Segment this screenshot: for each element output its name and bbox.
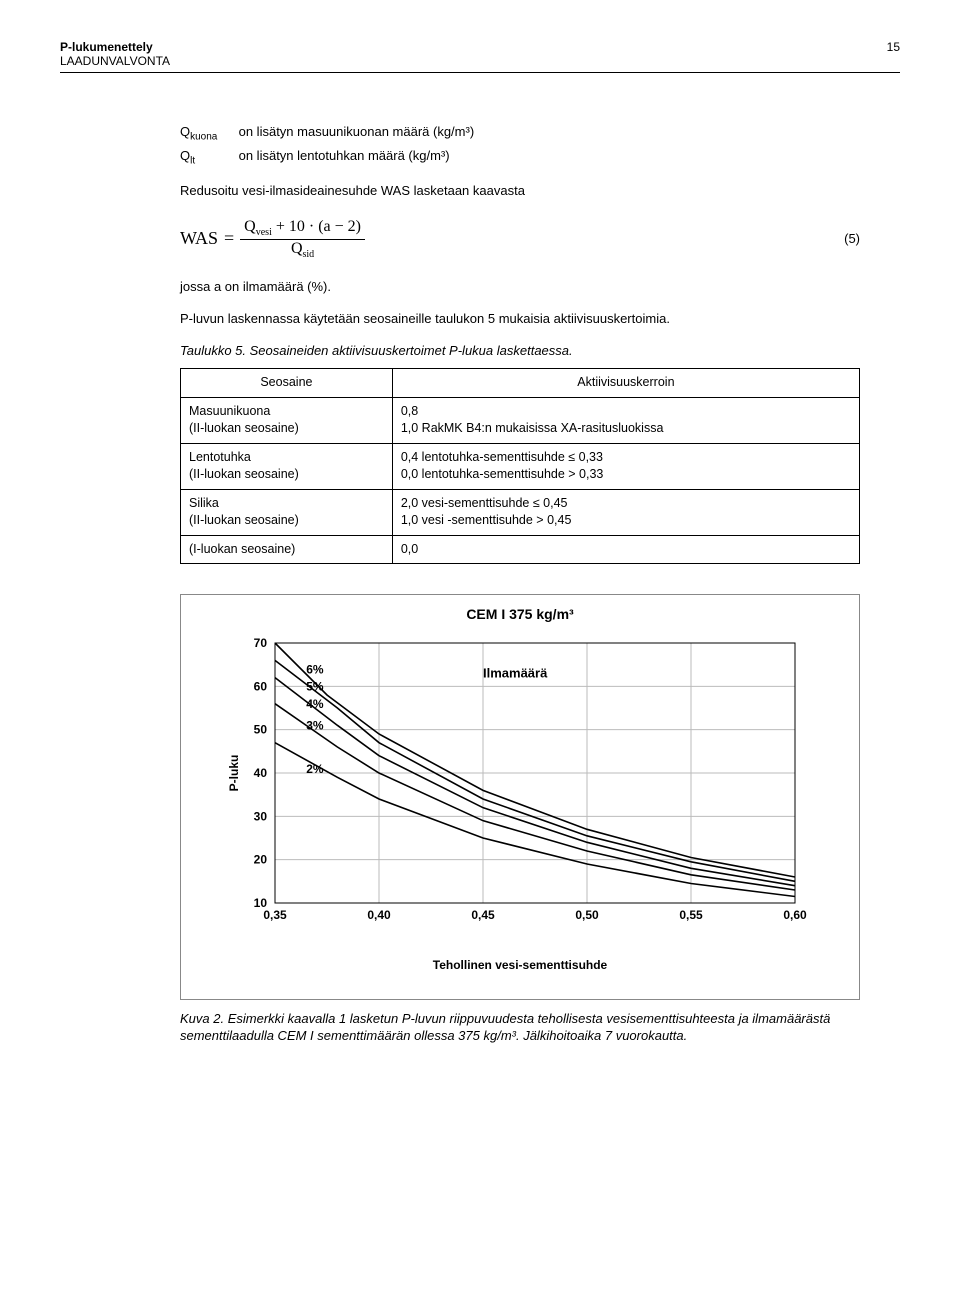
svg-text:Ilmamäärä: Ilmamäärä <box>483 666 548 681</box>
chart-title: CEM I 375 kg/m³ <box>191 605 849 625</box>
page-number: 15 <box>887 40 900 68</box>
svg-text:5%: 5% <box>306 680 324 694</box>
svg-text:0,45: 0,45 <box>471 908 495 922</box>
formula-lhs: WAS <box>180 226 218 251</box>
definition-row: Qkuona on lisätyn masuunikuonan määrä (k… <box>180 123 860 145</box>
header-title: P-lukumenettely <box>60 40 170 54</box>
svg-text:20: 20 <box>254 853 268 867</box>
svg-text:0,55: 0,55 <box>679 908 703 922</box>
table-col-seosaine: Seosaine <box>181 369 393 398</box>
svg-text:0,60: 0,60 <box>783 908 807 922</box>
seosaine-table: Seosaine Aktiivisuuskerroin Masuunikuona… <box>180 368 860 564</box>
svg-text:4%: 4% <box>306 697 324 711</box>
table-row: (I-luokan seosaine)0,0 <box>181 535 860 564</box>
figure-caption: Kuva 2. Esimerkki kaavalla 1 lasketun P-… <box>180 1010 860 1045</box>
svg-text:30: 30 <box>254 809 268 823</box>
para-plaskenta: P-luvun laskennassa käytetään seosaineil… <box>180 310 860 328</box>
svg-text:0,35: 0,35 <box>263 908 287 922</box>
para-jossa: jossa a on ilmamäärä (%). <box>180 278 860 296</box>
svg-text:0,40: 0,40 <box>367 908 391 922</box>
table-row: Lentotuhka(II-luokan seosaine)0,4 lentot… <box>181 443 860 489</box>
svg-text:0,50: 0,50 <box>575 908 599 922</box>
svg-text:P-luku: P-luku <box>227 755 241 792</box>
chart-xlabel: Tehollinen vesi-sementtisuhde <box>191 957 849 974</box>
pluku-chart: 102030405060700,350,400,450,500,550,60P-… <box>220 633 820 953</box>
svg-text:40: 40 <box>254 766 268 780</box>
svg-text:60: 60 <box>254 679 268 693</box>
formula-row: WAS = Qvesi + 10 · (a − 2) Qsid (5) <box>180 218 860 259</box>
table-col-kerroin: Aktiivisuuskerroin <box>392 369 859 398</box>
definition-row: Qlt on lisätyn lentotuhkan määrä (kg/m³) <box>180 147 860 169</box>
svg-text:50: 50 <box>254 723 268 737</box>
para-redusoitu: Redusoitu vesi-ilmasideainesuhde WAS las… <box>180 182 860 200</box>
definitions: Qkuona on lisätyn masuunikuonan määrä (k… <box>180 123 860 168</box>
table-row: Masuunikuona(II-luokan seosaine)0,81,0 R… <box>181 397 860 443</box>
header-subtitle: LAADUNVALVONTA <box>60 54 170 68</box>
svg-text:6%: 6% <box>306 662 324 676</box>
svg-text:70: 70 <box>254 636 268 650</box>
svg-text:2%: 2% <box>306 762 324 776</box>
equation-number: (5) <box>844 230 860 248</box>
chart-container: CEM I 375 kg/m³ 102030405060700,350,400,… <box>180 594 860 999</box>
formula-was: WAS = Qvesi + 10 · (a − 2) Qsid <box>180 218 365 259</box>
header-rule <box>60 72 900 73</box>
table-caption: Taulukko 5. Seosaineiden aktiivisuuskert… <box>180 342 860 360</box>
table-row: Silika(II-luokan seosaine)2,0 vesi-semen… <box>181 489 860 535</box>
svg-text:3%: 3% <box>306 719 324 733</box>
page-header: P-lukumenettely LAADUNVALVONTA 15 <box>60 40 900 68</box>
table-header-row: Seosaine Aktiivisuuskerroin <box>181 369 860 398</box>
